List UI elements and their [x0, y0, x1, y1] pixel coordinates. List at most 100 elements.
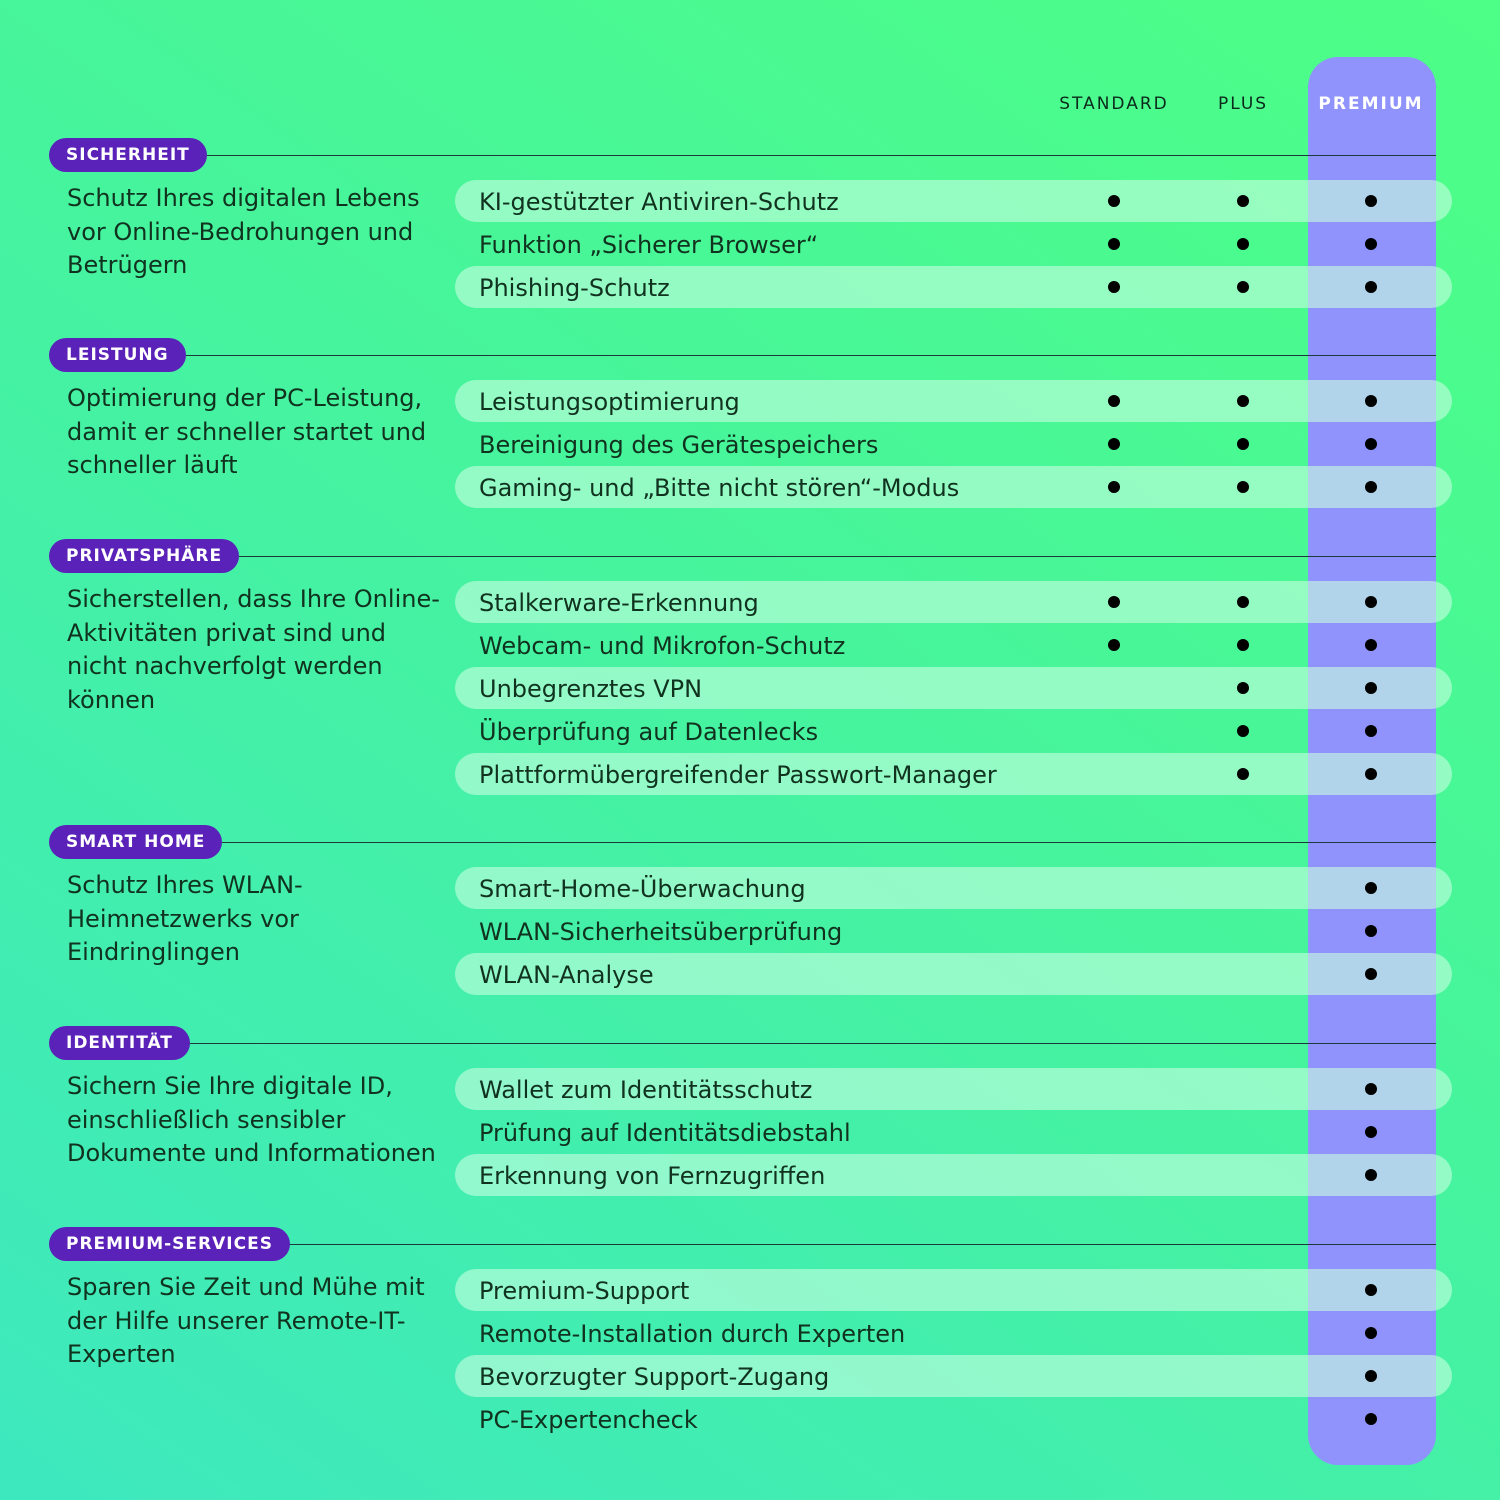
feature-row: Bevorzugter Support-Zugang — [455, 1355, 1452, 1397]
section-title-pill: PRIVATSPHÄRE — [49, 539, 240, 573]
included-dot-icon — [1237, 395, 1249, 407]
included-dot-icon — [1365, 1169, 1377, 1181]
feature-row: Funktion „Sicherer Browser“ — [455, 223, 1452, 265]
feature-row: Unbegrenztes VPN — [455, 667, 1452, 709]
feature-label: Überprüfung auf Datenlecks — [479, 718, 819, 746]
feature-label: Wallet zum Identitätsschutz — [479, 1076, 813, 1104]
included-dot-icon — [1108, 596, 1120, 608]
included-dot-icon — [1108, 238, 1120, 250]
section-description: Sicherstellen, dass Ihre Online-Aktivitä… — [67, 585, 440, 714]
included-dot-icon — [1237, 195, 1249, 207]
included-dot-icon — [1365, 438, 1377, 450]
section-title-pill: LEISTUNG — [49, 338, 186, 372]
feature-row: Leistungsoptimierung — [455, 380, 1452, 422]
included-dot-icon — [1237, 725, 1249, 737]
feature-row: WLAN-Analyse — [455, 953, 1452, 995]
included-dot-icon — [1365, 596, 1377, 608]
feature-label: Smart-Home-Überwachung — [479, 875, 806, 903]
included-dot-icon — [1237, 438, 1249, 450]
included-dot-icon — [1365, 1083, 1377, 1095]
feature-row: WLAN-Sicherheitsüberprüfung — [455, 910, 1452, 952]
included-dot-icon — [1365, 1126, 1377, 1138]
feature-label: PC-Expertencheck — [479, 1406, 698, 1434]
section-description: Sichern Sie Ihre digitale ID, einschließ… — [67, 1072, 436, 1167]
included-dot-icon — [1237, 682, 1249, 694]
included-dot-icon — [1365, 682, 1377, 694]
feature-label: Bevorzugter Support-Zugang — [479, 1363, 830, 1391]
included-dot-icon — [1365, 1327, 1377, 1339]
section-title-pill: SMART HOME — [49, 825, 223, 859]
column-header-premium: PREMIUM — [1318, 94, 1424, 114]
feature-row: Überprüfung auf Datenlecks — [455, 710, 1452, 752]
section-divider — [239, 556, 1436, 557]
feature-label: Webcam- und Mikrofon-Schutz — [479, 632, 846, 660]
section-description: Schutz Ihres WLAN-Heimnetzwerks vor Eind… — [67, 871, 303, 966]
included-dot-icon — [1237, 481, 1249, 493]
section-divider — [185, 355, 1436, 356]
included-dot-icon — [1365, 725, 1377, 737]
included-dot-icon — [1108, 438, 1120, 450]
section-divider — [206, 155, 1436, 156]
included-dot-icon — [1365, 1284, 1377, 1296]
section-divider — [289, 1244, 1436, 1245]
feature-label: Bereinigung des Gerätespeichers — [479, 431, 879, 459]
feature-label: Gaming- und „Bitte nicht stören“-Modus — [479, 474, 960, 502]
feature-row: Remote-Installation durch Experten — [455, 1312, 1452, 1354]
feature-label: Leistungsoptimierung — [479, 388, 740, 416]
feature-row: Premium-Support — [455, 1269, 1452, 1311]
feature-row: Smart-Home-Überwachung — [455, 867, 1452, 909]
included-dot-icon — [1237, 596, 1249, 608]
feature-label: Stalkerware-Erkennung — [479, 589, 759, 617]
included-dot-icon — [1108, 395, 1120, 407]
feature-label: WLAN-Analyse — [479, 961, 654, 989]
column-header-plus: PLUS — [1217, 94, 1269, 114]
feature-label: Phishing-Schutz — [479, 274, 670, 302]
section-divider — [189, 1043, 1436, 1044]
included-dot-icon — [1365, 925, 1377, 937]
feature-label: Erkennung von Fernzugriffen — [479, 1162, 826, 1190]
feature-label: KI-gestützter Antiviren-Schutz — [479, 188, 839, 216]
section-title-pill: PREMIUM-SERVICES — [49, 1227, 290, 1261]
included-dot-icon — [1365, 1370, 1377, 1382]
feature-label: Plattformübergreifender Passwort-Manager — [479, 761, 997, 789]
included-dot-icon — [1237, 639, 1249, 651]
included-dot-icon — [1237, 238, 1249, 250]
included-dot-icon — [1108, 481, 1120, 493]
feature-row: Plattformübergreifender Passwort-Manager — [455, 753, 1452, 795]
included-dot-icon — [1365, 768, 1377, 780]
feature-row: KI-gestützter Antiviren-Schutz — [455, 180, 1452, 222]
feature-label: Unbegrenztes VPN — [479, 675, 703, 703]
included-dot-icon — [1365, 281, 1377, 293]
feature-row: Prüfung auf Identitätsdiebstahl — [455, 1111, 1452, 1153]
feature-label: Funktion „Sicherer Browser“ — [479, 231, 819, 259]
section-title-pill: SICHERHEIT — [49, 138, 207, 172]
included-dot-icon — [1365, 238, 1377, 250]
included-dot-icon — [1365, 481, 1377, 493]
included-dot-icon — [1108, 639, 1120, 651]
feature-row: Phishing-Schutz — [455, 266, 1452, 308]
section-title-pill: IDENTITÄT — [49, 1026, 190, 1060]
section-description: Schutz Ihres digitalen Lebens vor Online… — [67, 184, 420, 279]
feature-label: Premium-Support — [479, 1277, 690, 1305]
included-dot-icon — [1237, 281, 1249, 293]
included-dot-icon — [1237, 768, 1249, 780]
feature-row: Bereinigung des Gerätespeichers — [455, 423, 1452, 465]
feature-label: WLAN-Sicherheitsüberprüfung — [479, 918, 843, 946]
included-dot-icon — [1365, 639, 1377, 651]
section-description: Sparen Sie Zeit und Mühe mit der Hilfe u… — [67, 1273, 425, 1368]
section-divider — [222, 842, 1436, 843]
feature-row: Erkennung von Fernzugriffen — [455, 1154, 1452, 1196]
feature-label: Prüfung auf Identitätsdiebstahl — [479, 1119, 851, 1147]
included-dot-icon — [1365, 882, 1377, 894]
column-header-standard: STANDARD — [1059, 94, 1169, 114]
included-dot-icon — [1108, 281, 1120, 293]
feature-row: Webcam- und Mikrofon-Schutz — [455, 624, 1452, 666]
included-dot-icon — [1365, 1413, 1377, 1425]
feature-row: Gaming- und „Bitte nicht stören“-Modus — [455, 466, 1452, 508]
section-description: Optimierung der PC-Leistung, damit er sc… — [67, 384, 427, 479]
feature-row: Wallet zum Identitätsschutz — [455, 1068, 1452, 1110]
feature-row: PC-Expertencheck — [455, 1398, 1452, 1440]
included-dot-icon — [1365, 195, 1377, 207]
feature-label: Remote-Installation durch Experten — [479, 1320, 906, 1348]
included-dot-icon — [1365, 968, 1377, 980]
